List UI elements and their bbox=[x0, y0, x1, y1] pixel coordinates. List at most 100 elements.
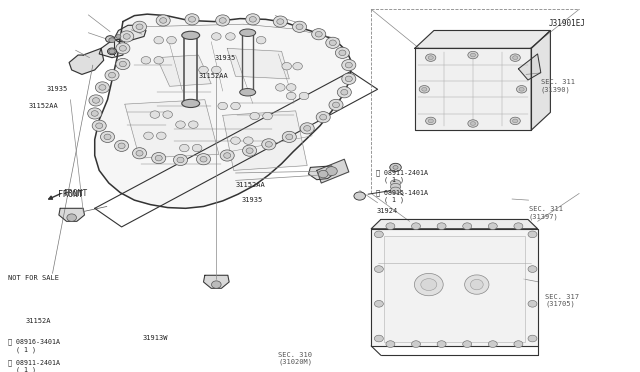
Polygon shape bbox=[317, 159, 349, 183]
Polygon shape bbox=[371, 229, 538, 346]
Ellipse shape bbox=[386, 223, 395, 230]
Ellipse shape bbox=[437, 223, 446, 230]
Ellipse shape bbox=[488, 223, 497, 230]
Ellipse shape bbox=[240, 29, 256, 36]
Polygon shape bbox=[371, 219, 538, 229]
Ellipse shape bbox=[108, 48, 116, 55]
Polygon shape bbox=[415, 48, 531, 130]
Ellipse shape bbox=[116, 35, 121, 38]
Ellipse shape bbox=[256, 36, 266, 44]
Ellipse shape bbox=[465, 275, 489, 294]
Ellipse shape bbox=[132, 148, 147, 159]
Ellipse shape bbox=[216, 15, 230, 26]
Ellipse shape bbox=[282, 62, 292, 70]
Ellipse shape bbox=[287, 84, 296, 91]
Ellipse shape bbox=[225, 33, 236, 40]
Ellipse shape bbox=[150, 111, 160, 118]
Ellipse shape bbox=[109, 49, 115, 54]
Ellipse shape bbox=[421, 279, 436, 291]
Ellipse shape bbox=[374, 335, 383, 342]
Ellipse shape bbox=[266, 142, 273, 147]
Text: Ⓝ 08911-2401A
  ( 1 ): Ⓝ 08911-2401A ( 1 ) bbox=[8, 359, 60, 372]
Ellipse shape bbox=[339, 50, 346, 55]
Ellipse shape bbox=[316, 31, 323, 37]
Ellipse shape bbox=[156, 15, 170, 26]
Ellipse shape bbox=[320, 114, 326, 120]
Ellipse shape bbox=[374, 301, 383, 307]
Ellipse shape bbox=[230, 102, 241, 110]
Ellipse shape bbox=[120, 31, 134, 42]
Ellipse shape bbox=[89, 95, 103, 106]
Ellipse shape bbox=[374, 231, 383, 238]
Ellipse shape bbox=[105, 70, 119, 81]
Ellipse shape bbox=[123, 33, 131, 39]
Ellipse shape bbox=[326, 167, 337, 176]
Ellipse shape bbox=[155, 155, 163, 161]
Ellipse shape bbox=[200, 156, 207, 162]
Text: FRONT: FRONT bbox=[58, 190, 83, 199]
Text: SEC. 310
(31020M): SEC. 310 (31020M) bbox=[278, 352, 312, 365]
Polygon shape bbox=[308, 166, 336, 180]
Ellipse shape bbox=[422, 87, 427, 91]
Text: 31924: 31924 bbox=[376, 208, 397, 214]
Ellipse shape bbox=[109, 72, 115, 78]
Ellipse shape bbox=[426, 117, 436, 125]
Ellipse shape bbox=[192, 144, 202, 152]
Ellipse shape bbox=[99, 84, 106, 90]
Ellipse shape bbox=[211, 66, 221, 74]
Ellipse shape bbox=[246, 14, 260, 25]
Ellipse shape bbox=[224, 153, 231, 158]
Ellipse shape bbox=[337, 87, 351, 98]
Ellipse shape bbox=[333, 102, 339, 108]
Ellipse shape bbox=[386, 341, 395, 347]
Ellipse shape bbox=[437, 341, 446, 347]
Ellipse shape bbox=[136, 24, 143, 29]
Ellipse shape bbox=[218, 102, 228, 110]
Ellipse shape bbox=[513, 56, 518, 60]
Ellipse shape bbox=[528, 335, 537, 342]
Polygon shape bbox=[157, 55, 211, 86]
Polygon shape bbox=[531, 31, 550, 130]
Ellipse shape bbox=[287, 92, 296, 100]
Ellipse shape bbox=[273, 16, 287, 27]
Ellipse shape bbox=[519, 87, 524, 91]
Ellipse shape bbox=[342, 60, 356, 71]
Ellipse shape bbox=[92, 120, 106, 131]
Ellipse shape bbox=[514, 341, 523, 347]
Ellipse shape bbox=[185, 14, 199, 25]
Ellipse shape bbox=[132, 21, 147, 32]
Ellipse shape bbox=[141, 57, 151, 64]
Bar bbox=[384, 236, 525, 342]
Ellipse shape bbox=[109, 38, 115, 43]
Ellipse shape bbox=[96, 123, 102, 128]
Ellipse shape bbox=[528, 231, 537, 238]
Ellipse shape bbox=[144, 132, 154, 140]
Ellipse shape bbox=[470, 53, 476, 57]
Ellipse shape bbox=[119, 45, 127, 51]
Polygon shape bbox=[99, 39, 125, 58]
Polygon shape bbox=[69, 48, 104, 74]
Ellipse shape bbox=[243, 145, 257, 156]
Ellipse shape bbox=[177, 157, 184, 163]
Ellipse shape bbox=[468, 51, 478, 59]
Ellipse shape bbox=[468, 120, 478, 127]
Ellipse shape bbox=[156, 132, 166, 140]
Polygon shape bbox=[415, 31, 550, 48]
Text: NOT FOR SALE: NOT FOR SALE bbox=[8, 275, 59, 281]
Ellipse shape bbox=[93, 97, 100, 103]
Ellipse shape bbox=[175, 121, 186, 128]
Ellipse shape bbox=[246, 148, 253, 153]
Ellipse shape bbox=[106, 36, 115, 42]
Ellipse shape bbox=[335, 47, 349, 58]
Ellipse shape bbox=[91, 110, 99, 116]
Ellipse shape bbox=[319, 170, 328, 178]
Ellipse shape bbox=[220, 150, 234, 161]
Text: 31152A: 31152A bbox=[26, 318, 51, 324]
Ellipse shape bbox=[119, 61, 127, 67]
Text: 31913W: 31913W bbox=[142, 335, 168, 341]
Ellipse shape bbox=[412, 341, 420, 347]
Text: SEC. 317
(31705): SEC. 317 (31705) bbox=[545, 294, 579, 307]
Ellipse shape bbox=[428, 119, 433, 123]
Ellipse shape bbox=[374, 266, 383, 272]
Ellipse shape bbox=[182, 99, 200, 108]
